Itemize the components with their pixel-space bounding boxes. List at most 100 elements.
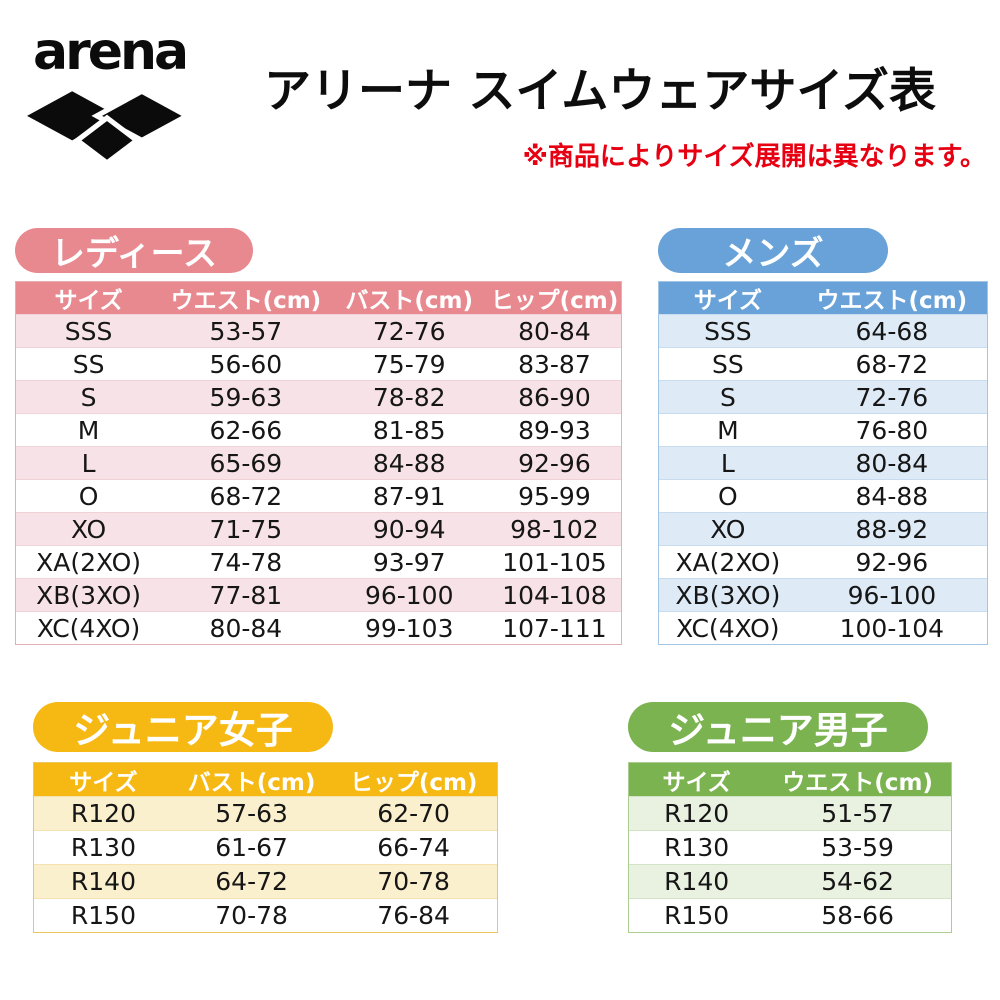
measurement-cell: 70-78 — [215, 901, 288, 930]
measurement-cell: 83-87 — [518, 349, 591, 379]
column-header: ヒップ(cm) — [349, 769, 478, 796]
ladies-row-O: O 68-72 87-91 95-99 — [16, 479, 621, 512]
arena-logo: arena — [25, 26, 215, 164]
size-label-cell: XB(3XO) — [675, 580, 781, 610]
girls-row-R120: R120 57-63 62-70 — [34, 796, 497, 830]
size-label-cell: M — [77, 415, 100, 445]
column-header: ヒップ(cm) — [490, 288, 619, 314]
size-label-cell: XC(4XO) — [676, 613, 780, 643]
measurement-cell: 76-84 — [377, 901, 450, 930]
size-label-cell: XA(2XO) — [675, 547, 781, 577]
size-label-cell: S — [80, 382, 97, 412]
measurement-cell: 70-78 — [377, 867, 450, 896]
measurement-cell: 80-84 — [518, 316, 591, 346]
size-label-cell: R140 — [70, 867, 136, 896]
size-availability-note: ※商品によりサイズ展開は異なります。 — [522, 142, 986, 172]
boys-row-R140: R140 54-62 — [629, 864, 951, 898]
measurement-cell: 53-57 — [209, 316, 283, 346]
measurement-cell: 59-63 — [209, 382, 283, 412]
measurement-cell: 53-59 — [821, 833, 894, 862]
measurement-cell: 107-111 — [502, 613, 607, 643]
measurement-cell: 75-79 — [372, 349, 446, 379]
arena-wordmark: arena — [33, 22, 189, 82]
ladies-row-SS: SS 56-60 75-79 83-87 — [16, 347, 621, 380]
measurement-cell: 76-80 — [855, 415, 929, 445]
ladies-row-M: M 62-66 81-85 89-93 — [16, 413, 621, 446]
measurement-cell: 88-92 — [855, 514, 929, 544]
measurement-cell: 72-76 — [372, 316, 446, 346]
measurement-cell: 62-66 — [209, 415, 283, 445]
mens-row-XC(4XO): XC(4XO) 100-104 — [659, 611, 987, 644]
junior-girls-section: ジュニア女子 サイズ バスト(cm) ヒップ(cm) R120 57-63 62-70 R1… — [33, 702, 498, 933]
measurement-cell: 78-82 — [372, 382, 446, 412]
ladies-header-row: サイズ ウエスト(cm) バスト(cm) ヒップ(cm) — [16, 282, 621, 314]
measurement-cell: 57-63 — [215, 799, 288, 828]
measurement-cell: 84-88 — [372, 448, 446, 478]
mens-row-S: S 72-76 — [659, 380, 987, 413]
measurement-cell: 101-105 — [502, 547, 607, 577]
girls-row-R130: R130 61-67 66-74 — [34, 830, 497, 864]
boys-row-R120: R120 51-57 — [629, 796, 951, 830]
mens-row-SSS: SSS 64-68 — [659, 314, 987, 347]
measurement-cell: 92-96 — [518, 448, 591, 478]
ladies-badge: レディース — [15, 228, 253, 274]
boys-row-R130: R130 53-59 — [629, 830, 951, 864]
measurement-cell: 51-57 — [821, 799, 894, 828]
column-header: バスト(cm) — [345, 288, 474, 314]
size-label-cell: SSS — [64, 316, 113, 346]
size-label-cell: R150 — [70, 901, 136, 930]
column-header: ウエスト(cm) — [782, 769, 933, 796]
size-label-cell: L — [81, 448, 96, 478]
measurement-cell: 65-69 — [209, 448, 283, 478]
measurement-cell: 62-70 — [377, 799, 450, 828]
girls-row-R150: R150 70-78 76-84 — [34, 898, 497, 932]
junior-girls-badge: ジュニア女子 — [33, 702, 333, 752]
measurement-cell: 96-100 — [364, 580, 454, 610]
size-label-cell: SS — [72, 349, 105, 379]
measurement-cell: 81-85 — [372, 415, 446, 445]
column-header: サイズ — [69, 769, 138, 796]
mens-row-XA(2XO): XA(2XO) 92-96 — [659, 545, 987, 578]
ladies-row-XB(3XO): XB(3XO) 77-81 96-100 104-108 — [16, 578, 621, 611]
measurement-cell: 84-88 — [855, 481, 929, 511]
measurement-cell: 68-72 — [855, 349, 929, 379]
measurement-cell: 54-62 — [821, 867, 894, 896]
mens-row-SS: SS 68-72 — [659, 347, 987, 380]
size-label-cell: SS — [712, 349, 744, 379]
measurement-cell: 92-96 — [855, 547, 929, 577]
size-label-cell: R120 — [70, 799, 136, 828]
measurement-cell: 66-74 — [377, 833, 450, 862]
girls-header-row: サイズ バスト(cm) ヒップ(cm) — [34, 763, 497, 796]
measurement-cell: 89-93 — [518, 415, 591, 445]
mens-row-M: M 76-80 — [659, 413, 987, 446]
column-header: サイズ — [54, 288, 123, 314]
size-label-cell: S — [719, 382, 736, 412]
measurement-cell: 86-90 — [518, 382, 591, 412]
mens-row-L: L 80-84 — [659, 446, 987, 479]
size-label-cell: O — [718, 481, 738, 511]
boys-header-row: サイズ ウエスト(cm) — [629, 763, 951, 796]
measurement-cell: 61-67 — [215, 833, 288, 862]
size-label-cell: R130 — [70, 833, 136, 862]
size-label-cell: SSS — [704, 316, 752, 346]
column-header: ウエスト(cm) — [170, 288, 322, 314]
ladies-row-XA(2XO): XA(2XO) 74-78 93-97 101-105 — [16, 545, 621, 578]
measurement-cell: 98-102 — [510, 514, 599, 544]
ladies-row-SSS: SSS 53-57 72-76 80-84 — [16, 314, 621, 347]
measurement-cell: 99-103 — [364, 613, 454, 643]
measurement-cell: 90-94 — [372, 514, 446, 544]
measurement-cell: 95-99 — [518, 481, 591, 511]
measurement-cell: 56-60 — [209, 349, 283, 379]
column-header: ウエスト(cm) — [816, 288, 968, 314]
size-label-cell: O — [78, 481, 99, 511]
measurement-cell: 87-91 — [372, 481, 446, 511]
size-label-cell: XB(3XO) — [36, 580, 142, 610]
girls-row-R140: R140 64-72 70-78 — [34, 864, 497, 898]
mens-row-O: O 84-88 — [659, 479, 987, 512]
ladies-row-L: L 65-69 84-88 92-96 — [16, 446, 621, 479]
measurement-cell: 74-78 — [209, 547, 283, 577]
measurement-cell: 72-76 — [855, 382, 929, 412]
ladies-row-XC(4XO): XC(4XO) 80-84 99-103 107-111 — [16, 611, 621, 644]
mens-header-row: サイズ ウエスト(cm) — [659, 282, 987, 314]
